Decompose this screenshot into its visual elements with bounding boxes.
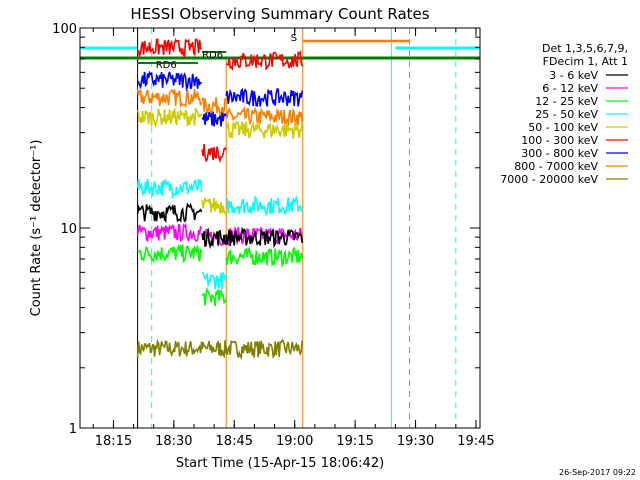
x-tick-label: 18:45 (216, 434, 253, 449)
series-segment (201, 229, 227, 250)
series-segment (136, 338, 203, 358)
series-800-7000-kev (136, 88, 303, 127)
legend-header: Det 1,3,5,6,7,9, (542, 42, 628, 55)
series-50-100-kev (136, 107, 303, 215)
x-tick-label: 19:30 (397, 434, 434, 449)
series-7000-20000-kev (136, 338, 303, 360)
x-tick-label: 19:45 (457, 434, 494, 449)
legend-label: 25 - 50 keV (535, 108, 598, 121)
series-segment (201, 111, 227, 127)
chart-title: HESSI Observing Summary Count Rates (130, 5, 429, 23)
series-segment (225, 105, 303, 127)
series-3-6-kev (136, 202, 303, 250)
x-tick-label: 19:00 (276, 434, 313, 449)
series-segment (136, 222, 203, 243)
series-segment (136, 178, 203, 200)
y-tick-label: 10 (60, 222, 77, 237)
footer-date: 26-Sep-2017 09:22 (559, 468, 636, 477)
y-tick-label: 100 (52, 22, 77, 37)
legend-label: 800 - 7000 keV (514, 160, 598, 173)
series-segment (136, 202, 203, 224)
series-segment (136, 88, 203, 109)
series-12-25-kev (137, 243, 303, 307)
legend-label: 3 - 6 keV (549, 69, 598, 82)
legend-label: 300 - 800 keV (521, 147, 598, 160)
flag-label: RD6 (202, 50, 223, 61)
legend-label: 6 - 12 keV (542, 82, 598, 95)
series-25-50-kev (136, 178, 303, 290)
legend-label: 12 - 25 keV (535, 95, 598, 108)
legend-label: 100 - 300 keV (521, 134, 598, 147)
legend-header: FDecim 1, Att 1 (543, 55, 628, 68)
x-axis-label: Start Time (15-Apr-15 18:06:42) (176, 456, 384, 471)
series-segment (201, 286, 227, 307)
flag-label: S (291, 33, 297, 44)
x-tick-label: 19:15 (336, 434, 373, 449)
series-segment (136, 107, 203, 129)
series-segment (226, 49, 303, 71)
legend-label: 50 - 100 keV (528, 121, 598, 134)
series-segment (137, 243, 203, 264)
series-100-300-kev (136, 38, 303, 164)
series-segment (201, 97, 227, 116)
series-segment (201, 271, 227, 290)
legend-label: 7000 - 20000 keV (500, 173, 598, 186)
series-segment (136, 38, 203, 59)
flag-label: RD6 (156, 60, 177, 71)
series-segment (226, 194, 303, 218)
series-segment (201, 144, 227, 164)
y-tick-label: 1 (69, 422, 77, 437)
series-segment (225, 120, 303, 140)
series-segment (137, 70, 203, 92)
series-segment (201, 339, 227, 359)
series-segment (225, 338, 303, 360)
x-tick-label: 18:30 (155, 434, 192, 449)
series-segment (201, 197, 227, 215)
series-segment (225, 245, 303, 269)
y-axis-label: Count Rate (s⁻¹ detector⁻¹) (29, 140, 44, 317)
x-tick-label: 18:15 (95, 434, 132, 449)
series-segment (225, 87, 303, 107)
series-segment (225, 226, 303, 249)
series-300-800-kev (137, 70, 303, 127)
